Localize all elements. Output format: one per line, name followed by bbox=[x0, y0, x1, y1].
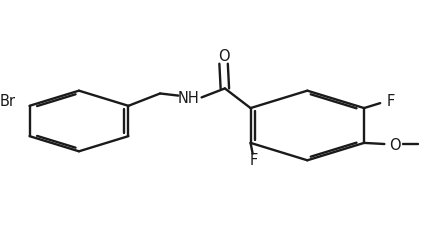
Text: Br: Br bbox=[0, 94, 16, 109]
Text: O: O bbox=[218, 48, 229, 63]
Text: O: O bbox=[389, 137, 400, 152]
Text: NH: NH bbox=[178, 90, 200, 106]
Text: F: F bbox=[387, 94, 395, 109]
Text: F: F bbox=[250, 152, 258, 167]
